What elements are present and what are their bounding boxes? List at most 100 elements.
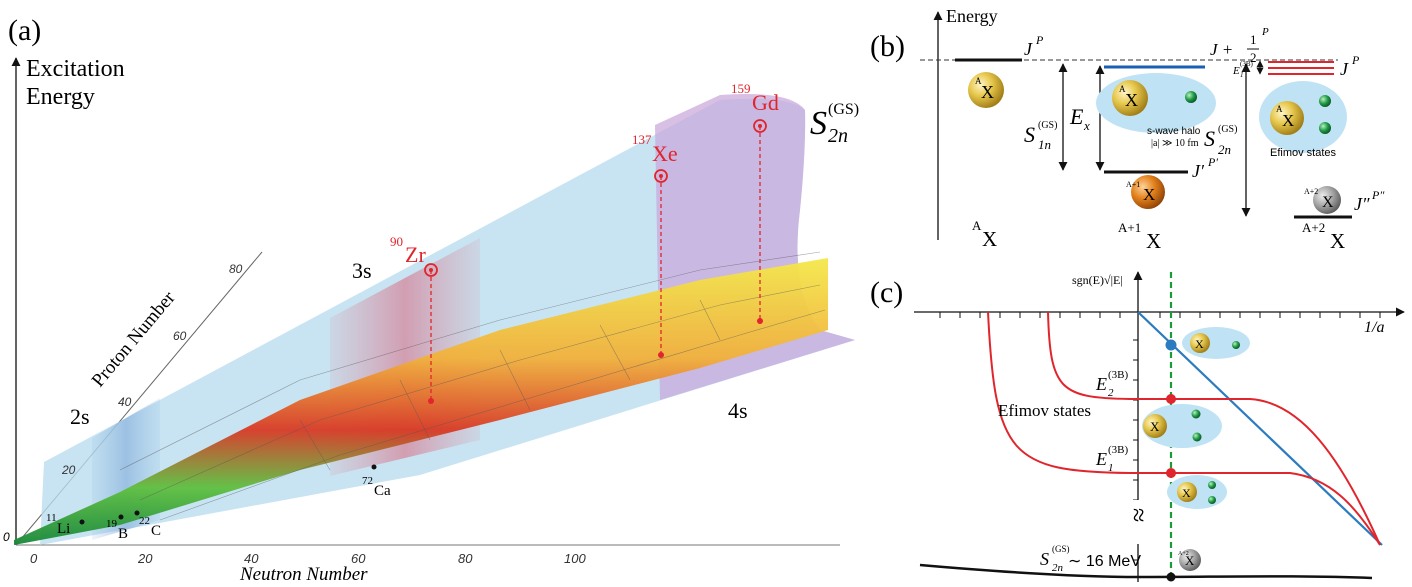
c-e1-main: E — [1095, 449, 1107, 469]
sphere-ax-sup: A — [975, 76, 982, 86]
nucleus-zr-dot — [429, 268, 433, 272]
nucleus-gd: 159 Gd — [731, 81, 779, 324]
nucleus-zr-ring — [424, 263, 438, 277]
nucleus-ca-mass: 72 — [362, 475, 373, 487]
proton-tick-80: 80 — [229, 262, 243, 276]
j-half-sup: P — [1261, 26, 1269, 38]
nucleus-xe-symbol: Xe — [652, 141, 678, 166]
s2n-label-b: S 2n (GS) — [1204, 124, 1237, 157]
shell-label-3s: 3s — [352, 258, 372, 283]
nucleus-zr-symbol: Zr — [405, 242, 426, 267]
c-efimov-curve-2 — [1047, 311, 1381, 546]
s1n-sub: 1n — [1038, 137, 1051, 152]
c-a2x-sym: X — [1185, 553, 1195, 568]
c-y-axis-label: sgn(E)√|E| — [1072, 273, 1123, 287]
c-efimov-cloud-2 — [1142, 404, 1222, 448]
sphere-ax — [968, 72, 1004, 108]
jp-right-main: J — [1340, 59, 1349, 79]
sphere-a1x — [1131, 175, 1165, 209]
efimov-core-sup: A — [1276, 104, 1283, 114]
c-efimov-core-2-sym: X — [1150, 419, 1160, 434]
nucleus-c-dot — [134, 510, 140, 516]
jp-right-label: J P — [1340, 53, 1360, 79]
j-half-num: 1 — [1250, 32, 1257, 47]
nucleus-c-mass: 22 — [139, 515, 150, 527]
proton-tick-60: 60 — [173, 329, 187, 343]
sphere-a2x-sym: X — [1322, 194, 1334, 211]
c-halo-neutron — [1232, 341, 1240, 349]
sphere-a1x-sup: A+1 — [1126, 180, 1140, 189]
c-halo-core — [1190, 333, 1210, 353]
halo-neutron — [1185, 91, 1197, 103]
c-efimov-n2a — [1191, 409, 1201, 419]
c-x-axis-label: 1/a — [1364, 319, 1384, 336]
energy-axis-title-2: Energy — [26, 84, 95, 110]
nucleus-ax-sphere: A X — [968, 72, 1004, 108]
label-ax-sup: A — [972, 218, 982, 233]
label-a1x-sup: A+1 — [1118, 220, 1141, 235]
neutron-tick-0: 0 — [30, 551, 38, 566]
nucleus-b-symbol: B — [118, 526, 128, 542]
ex-sub: x — [1083, 118, 1090, 133]
origin-label: 0 — [3, 530, 10, 544]
neutron-tick-20: 20 — [137, 551, 153, 566]
jppp-main: J″ — [1354, 194, 1370, 214]
nucleus-xe-ring — [654, 169, 668, 183]
s2n-label-a: S 2n (GS) — [810, 101, 859, 147]
jp-label-main: J — [1024, 39, 1033, 59]
ex-main: E — [1069, 104, 1084, 129]
j-half-den: 2 — [1250, 50, 1257, 65]
panel-a-label: (a) — [8, 14, 41, 47]
nucleus-zr-mass: 90 — [390, 234, 403, 249]
jpp-main: J′ — [1192, 161, 1205, 181]
c-e1-sup: (3B) — [1108, 444, 1129, 456]
nucleus-gd-dot — [758, 124, 762, 128]
s2n-label-a-main: S — [810, 105, 827, 142]
panel-a: (a) Excitation Energy 20 40 60 80 Pr — [3, 14, 859, 585]
halo-text-2: |a| ≫ 10 fm — [1151, 138, 1199, 149]
c-e1-sub: 1 — [1108, 462, 1114, 474]
c-ground-point — [1166, 572, 1176, 582]
neutron-axis-ticks: 0 20 40 60 80 100 — [30, 551, 586, 566]
s1n-main: S — [1024, 122, 1035, 147]
nucleus-li-dot — [79, 519, 85, 525]
proton-tick-20: 20 — [61, 463, 76, 477]
black-nuclei: 11 Li 19 B 22 C 72 Ca — [46, 464, 391, 542]
shell-label-4s: 4s — [728, 398, 748, 423]
c-e2-sub: 2 — [1108, 387, 1114, 399]
efimov-neutron-1 — [1319, 95, 1331, 107]
panel-b: (b) Energy J P A X A X S 1n (GS) E — [870, 6, 1385, 253]
c-efimov-core-2 — [1143, 414, 1167, 438]
s2n-b-sup: (GS) — [1218, 124, 1237, 135]
nucleus-b-mass: 19 — [106, 518, 118, 530]
neutron-axis-title: Neutron Number — [239, 564, 368, 585]
nucleus-zr: 90 Zr — [390, 234, 438, 404]
c-s2n-sub: 2n — [1052, 562, 1064, 574]
c-halo-core-sym: X — [1195, 337, 1204, 351]
label-a2x: A+2 X — [1302, 220, 1345, 253]
c-efimov-point-2 — [1166, 394, 1176, 404]
c-e2-label: E 2 (3B) — [1095, 369, 1129, 399]
halo-core-sup: A — [1119, 84, 1126, 94]
s1n-sup: (GS) — [1038, 120, 1057, 131]
sphere-ax-sym: X — [981, 82, 994, 102]
sphere-a2x — [1313, 186, 1341, 214]
c-halo-point — [1165, 339, 1177, 351]
efimov-core — [1270, 101, 1304, 135]
c-s2n-value: ∼ 16 MeV — [1068, 553, 1141, 570]
label-ax-sym: X — [982, 227, 997, 251]
energy-axis-title-1: Excitation — [26, 56, 125, 82]
s1n-label: S 1n (GS) — [1024, 120, 1057, 152]
nucleus-c-symbol: C — [151, 523, 161, 539]
nucleus-ca-symbol: Ca — [374, 483, 391, 499]
c-s2n-label: S 2n (GS) ∼ 16 MeV — [1040, 544, 1141, 574]
nucleus-gd-ring — [753, 119, 767, 133]
sphere-a1x-sym: X — [1143, 185, 1155, 204]
neutron-tick-100: 100 — [564, 551, 586, 566]
nucleus-gd-base — [757, 318, 763, 324]
jppp-label: J″ P″ — [1354, 188, 1385, 214]
jp-right-sup: P — [1351, 53, 1360, 67]
nucleus-b-dot — [118, 514, 124, 520]
s2n-label-a-sub: 2n — [828, 125, 848, 147]
isotope-grid — [119, 251, 826, 521]
